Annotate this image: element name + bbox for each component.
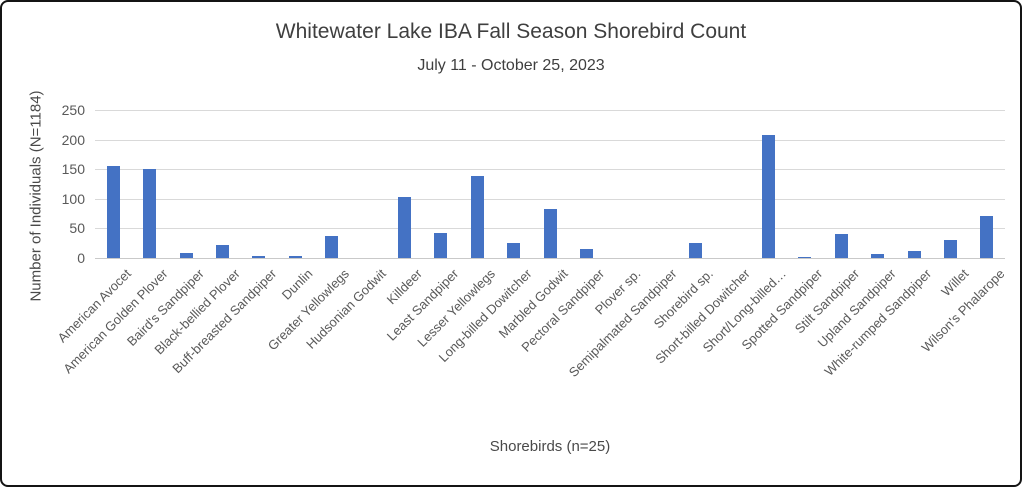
y-tick-label: 150 — [61, 161, 85, 177]
bar — [434, 233, 448, 258]
bar — [215, 244, 229, 258]
y-tick-label: 100 — [61, 191, 85, 207]
bar — [397, 197, 411, 258]
gridline — [95, 140, 1005, 141]
bar — [470, 175, 484, 258]
y-tick-label: 0 — [77, 250, 85, 266]
bar — [871, 254, 885, 258]
bar — [106, 165, 120, 258]
bar — [288, 256, 302, 258]
bar — [143, 169, 157, 258]
chart-title: Whitewater Lake IBA Fall Season Shorebir… — [275, 20, 747, 43]
bar — [507, 243, 521, 258]
chart-subtitle: July 11 - October 25, 2023 — [417, 57, 605, 74]
x-category-label: Willet — [937, 266, 972, 300]
y-tick-label: 250 — [61, 102, 85, 118]
bar — [543, 209, 557, 258]
bar — [761, 135, 775, 258]
y-axis-title: Number of Individuals (N=1184) — [27, 90, 45, 302]
x-axis-title: Shorebirds (n=25) — [489, 438, 611, 455]
bar — [943, 239, 957, 258]
bar — [798, 257, 812, 258]
y-tick-label: 200 — [61, 132, 85, 148]
bar — [907, 251, 921, 258]
bar — [834, 233, 848, 258]
y-tick-label: 50 — [69, 220, 85, 236]
gridline — [95, 258, 1005, 259]
bar — [325, 235, 339, 258]
bar — [579, 249, 593, 258]
gridline — [95, 110, 1005, 111]
gridline — [95, 169, 1005, 170]
gridline — [95, 199, 1005, 200]
bar — [252, 255, 266, 258]
bar — [179, 252, 193, 258]
bar — [980, 215, 994, 258]
bar — [689, 243, 703, 258]
